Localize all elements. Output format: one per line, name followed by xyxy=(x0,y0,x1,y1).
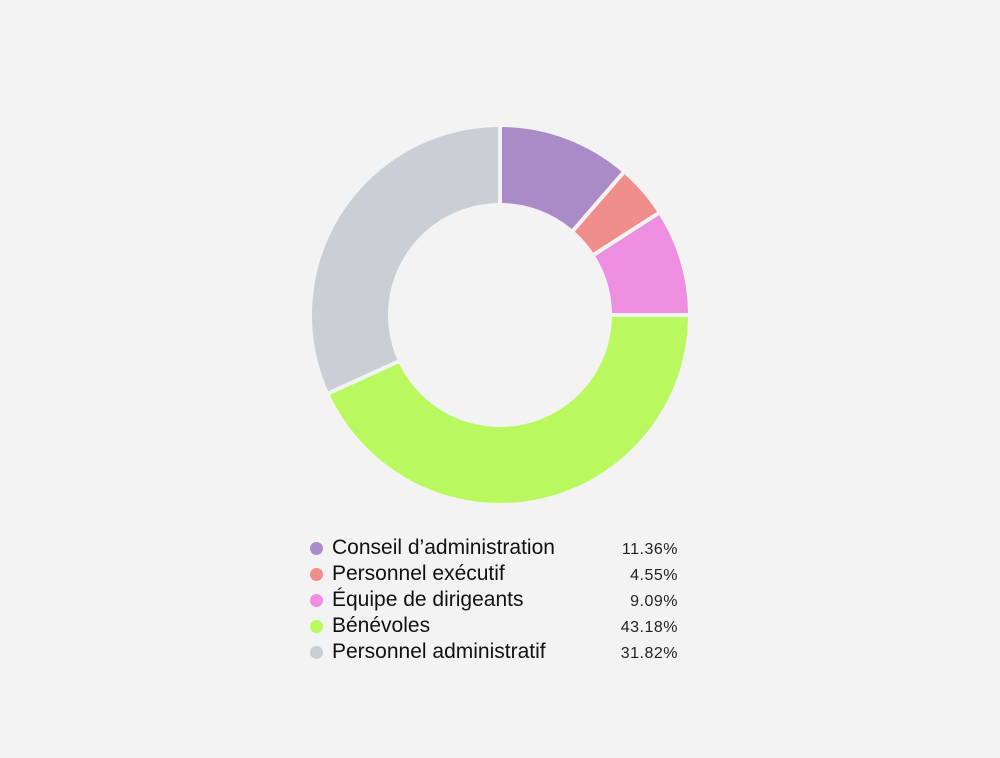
donut-slice-3 xyxy=(329,316,688,503)
legend-label: Équipe de dirigeants xyxy=(332,588,524,611)
legend-item-conseil: Conseil d’administration 11.36% xyxy=(310,535,690,561)
donut-slice-2 xyxy=(595,215,688,314)
legend-swatch xyxy=(310,542,323,555)
legend-label: Bénévoles xyxy=(332,614,431,637)
legend-item-personnel-administratif: Personnel administratif 31.82% xyxy=(310,639,690,665)
legend-label: Personnel exécutif xyxy=(332,562,505,585)
legend-value: 4.55% xyxy=(630,567,678,584)
legend-value: 11.36% xyxy=(621,541,678,558)
legend-item-personnel-executif: Personnel exécutif 4.55% xyxy=(310,561,690,587)
legend-swatch xyxy=(310,646,323,659)
legend: Conseil d’administration 11.36% Personne… xyxy=(310,535,690,665)
legend-swatch xyxy=(310,594,323,607)
donut-slice-1 xyxy=(574,174,658,253)
donut-slice-0 xyxy=(501,127,622,230)
legend-value: 9.09% xyxy=(630,593,678,610)
legend-label: Conseil d’administration xyxy=(332,536,555,559)
legend-label: Personnel administratif xyxy=(332,640,546,663)
legend-item-equipe-dirigeants: Équipe de dirigeants 9.09% xyxy=(310,587,690,613)
legend-value: 43.18% xyxy=(620,619,678,636)
donut-slice-4 xyxy=(311,127,499,392)
donut-chart xyxy=(311,127,688,503)
legend-item-benevoles: Bénévoles 43.18% xyxy=(310,613,690,639)
legend-value: 31.82% xyxy=(620,645,678,662)
legend-swatch xyxy=(310,568,323,581)
legend-swatch xyxy=(310,620,323,633)
